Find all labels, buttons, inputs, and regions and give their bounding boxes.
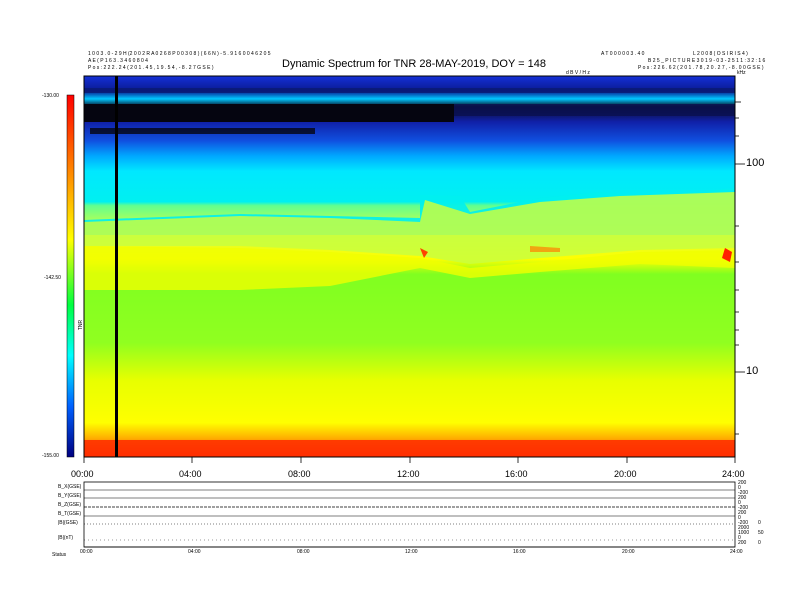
right-tick-2: 0 — [738, 485, 741, 491]
right-tick-8: 0 — [738, 515, 741, 521]
header-dbvhz-label: d B V / H z — [566, 70, 590, 76]
row-label-by: B_Y(GSE) — [58, 493, 82, 499]
x-tick-0000: 00:00 — [71, 469, 94, 479]
header-info-right-3: P o s : 2 2 6 . 6 2 ( 2 0 1 . 7 8 , 2 0 … — [638, 65, 764, 71]
right-tick-7: 200 — [738, 510, 747, 516]
right-tick-11: 1000 — [738, 530, 750, 536]
x-tick-0400: 04:00 — [179, 469, 202, 479]
header-info-right-2: B 2 5 _ P I C T U R E 3 0 1 9 - 0 3 - 2 … — [648, 58, 766, 64]
bottom-x-tick-0800: 08:00 — [297, 549, 310, 555]
right-tick-12: 0 — [738, 535, 741, 541]
header-info-left-3: P o s : 2 2 2 . 2 4 ( 2 0 1 . 4 5 , 1 9 … — [88, 65, 214, 71]
right-tick-1: 200 — [738, 480, 747, 486]
y-tick-10: 10 — [746, 365, 759, 377]
x-tick-1600: 16:00 — [505, 469, 528, 479]
right-axis — [735, 101, 745, 435]
right-tick-15: 50 — [758, 530, 764, 536]
row-label-bnt: |B|(nT) — [58, 535, 74, 541]
y-tick-100: 100 — [746, 157, 765, 169]
header-info-left-1: 1 0 0 3 . 0 - 2 9 H (2 0 0 2 R A 0 2 6 8… — [88, 51, 271, 57]
colorbar — [67, 95, 74, 457]
colorbar-bottom-label: -155.00 — [42, 453, 59, 459]
right-tick-14: 0 — [758, 540, 761, 546]
bottom-x-tick-1600: 16:00 — [513, 549, 526, 555]
row-label-bx: B_X(GSE) — [58, 484, 82, 490]
header-info-mid: A T 0 0 0 0 0 3 . 4 0 — [601, 51, 645, 57]
header-info-left-2: A E ( P 1 6 3 . 3 4 6 0 8 0 4 — [88, 58, 148, 64]
x-tick-1200: 12:00 — [397, 469, 420, 479]
bottom-x-tick-1200: 12:00 — [405, 549, 418, 555]
right-tick-10: 2000 — [738, 525, 750, 531]
bottom-x-tick-2400: 24:00 — [730, 549, 743, 555]
right-tick-9: -200 — [738, 520, 749, 526]
row-label-bz: B_Z(GSE) — [58, 502, 82, 508]
right-tick-6: -200 — [738, 505, 749, 511]
row-label-bmag: |B|(GSE) — [58, 520, 78, 526]
header-info-right-1: L 2 0 0 8 ( O S I R I S 4 ) — [693, 51, 748, 57]
chart-title: Dynamic Spectrum for TNR 28-MAY-2019, DO… — [282, 58, 547, 70]
x-tick-0800: 08:00 — [288, 469, 311, 479]
bx-panel — [83, 481, 736, 548]
right-tick-5: 0 — [738, 500, 741, 506]
x-axis — [83, 457, 736, 463]
right-tick-13: 200 — [738, 540, 747, 546]
colorbar-top-label: -130.00 — [42, 93, 59, 99]
status-label: Status — [52, 552, 67, 558]
x-tick-2400: 24:00 — [722, 469, 745, 479]
colorbar-mid-label: -142.50 — [44, 275, 61, 281]
spectrogram — [84, 76, 735, 457]
right-tick-4: 200 — [738, 495, 747, 501]
right-tick-3: -200 — [738, 490, 749, 496]
row-label-bt: B_T(GSE) — [58, 511, 82, 517]
colorbar-side-label: TNR — [78, 319, 85, 331]
right-tick-16: 0 — [758, 520, 761, 526]
bottom-x-tick-2000: 20:00 — [622, 549, 635, 555]
data-gap-line — [115, 76, 118, 457]
header-khz-label: kHz — [737, 70, 746, 76]
bottom-x-tick-0000: 00:00 — [80, 549, 93, 555]
bottom-x-tick-0400: 04:00 — [188, 549, 201, 555]
x-tick-2000: 20:00 — [614, 469, 637, 479]
